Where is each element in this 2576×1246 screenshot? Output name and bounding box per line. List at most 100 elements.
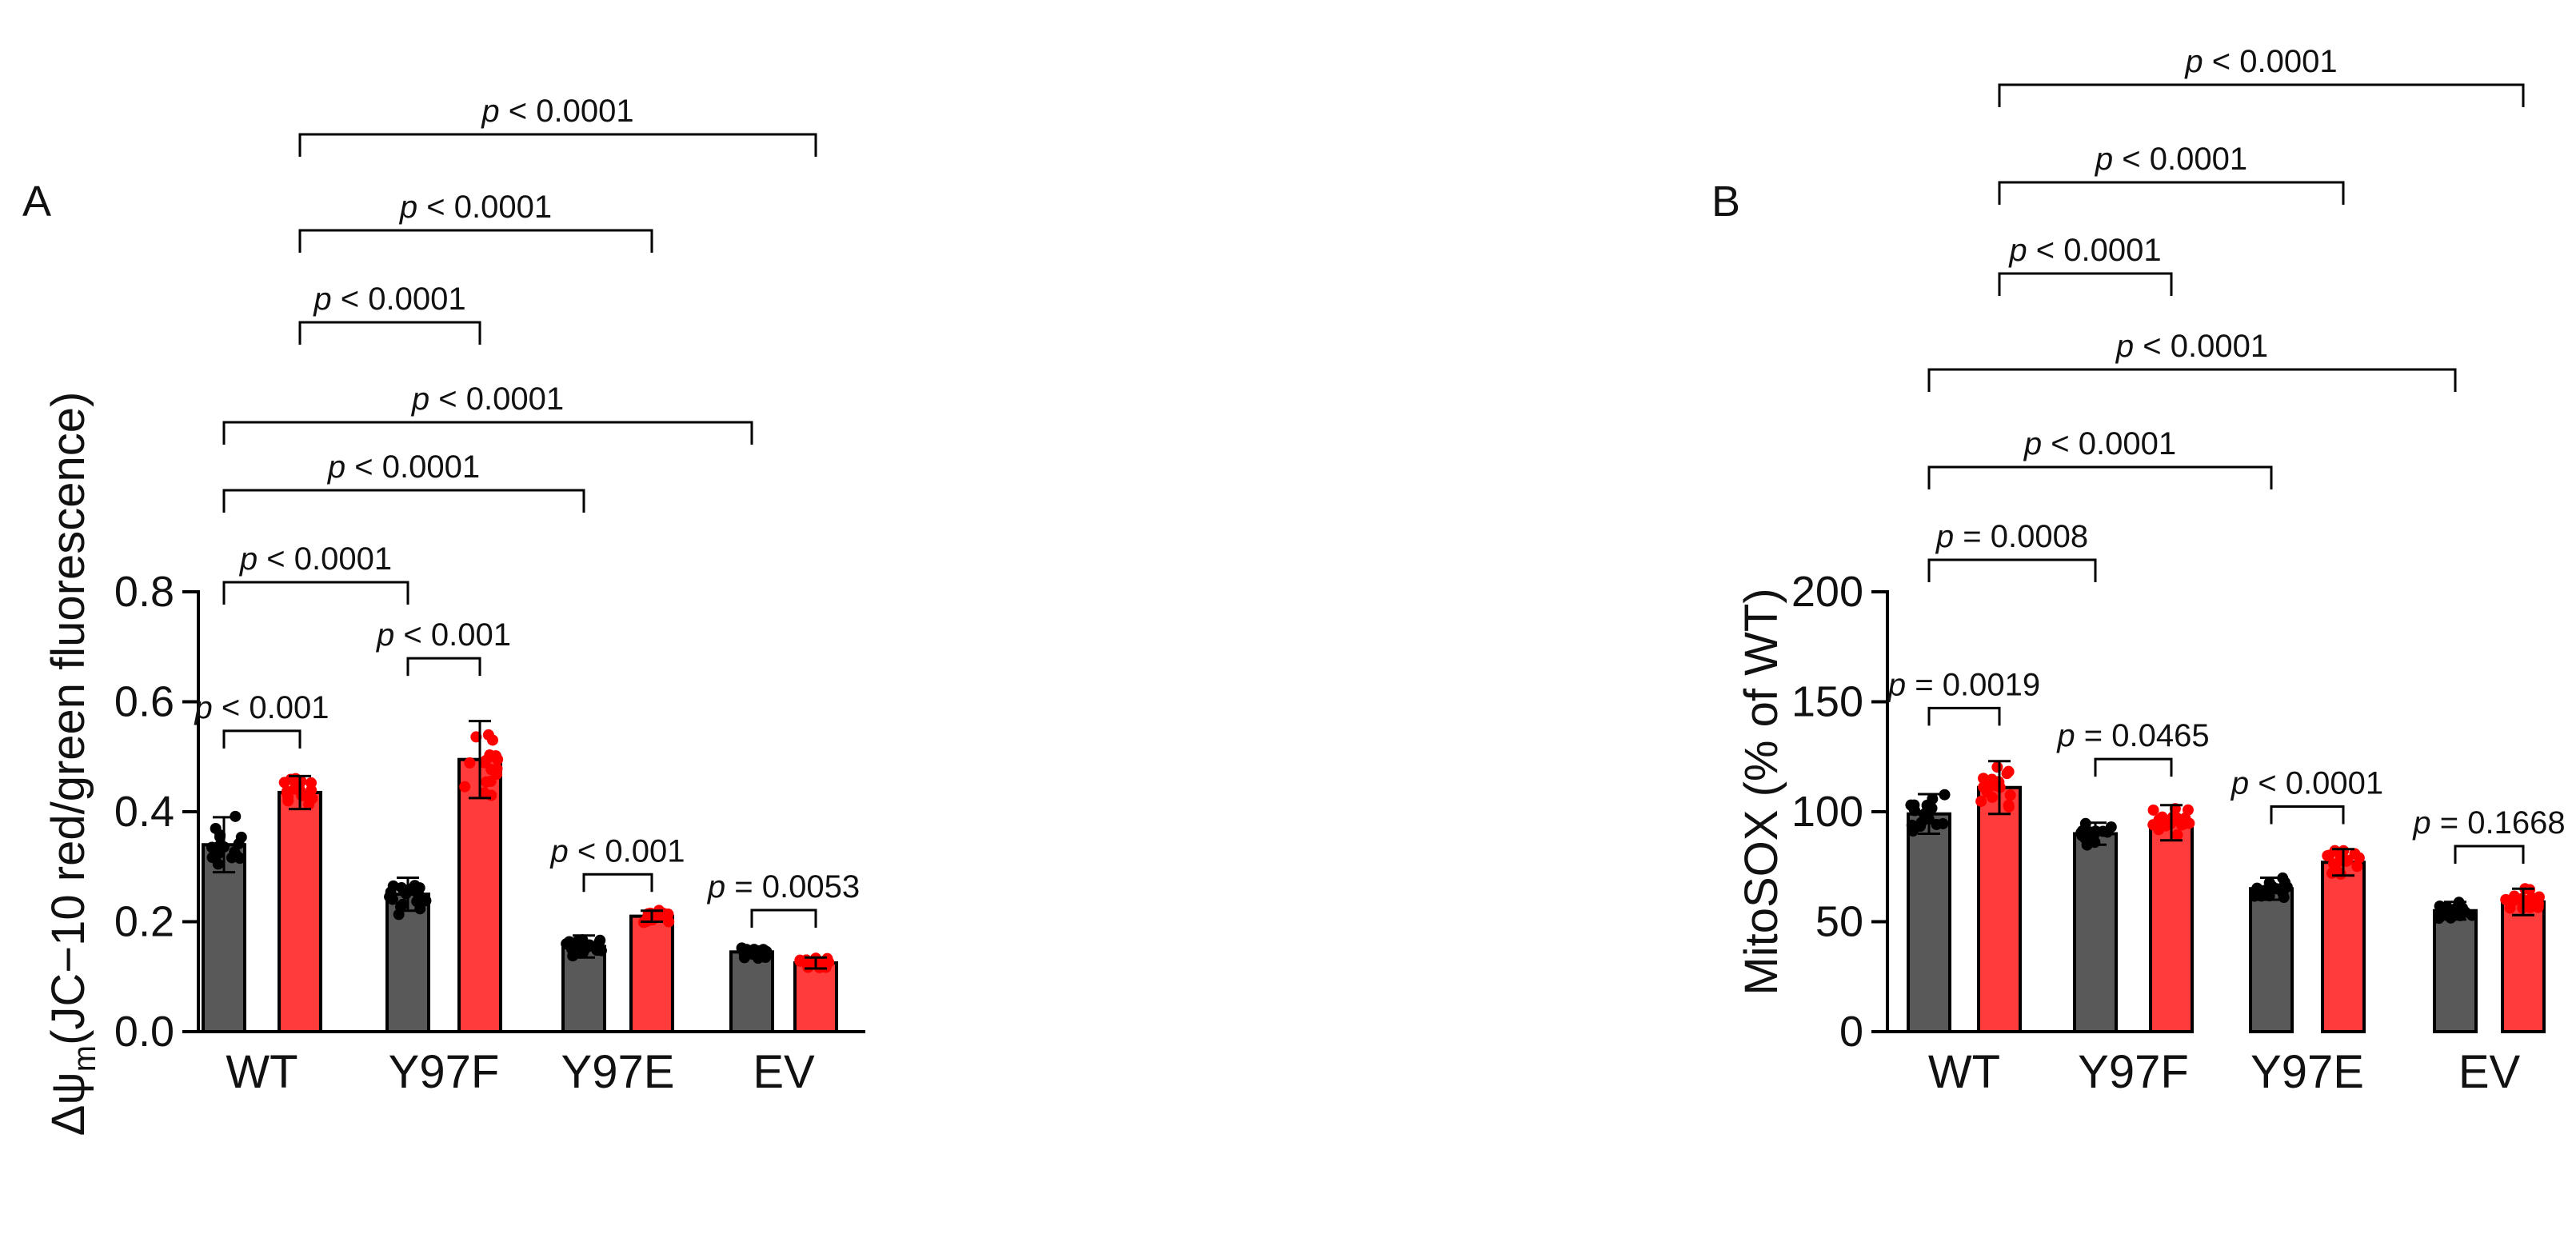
- y-tick-label: 150: [1791, 678, 1863, 726]
- significance-bracket: [298, 133, 817, 157]
- y-tick-label: 0.8: [114, 568, 174, 616]
- data-point: [2147, 819, 2159, 831]
- x-category-label: Y97F: [389, 1046, 500, 1098]
- data-point: [565, 943, 577, 955]
- data-point: [2147, 804, 2159, 816]
- bar: [729, 950, 774, 1033]
- data-point: [1907, 802, 1919, 814]
- data-point: [397, 898, 409, 910]
- data-point: [2003, 799, 2015, 811]
- data-point: [385, 886, 397, 898]
- bar: [457, 757, 502, 1033]
- p-value-label: p < 0.001: [194, 690, 329, 725]
- bar: [2249, 887, 2294, 1033]
- bar: [1907, 812, 1951, 1033]
- significance-bracket: [1927, 465, 2273, 489]
- panel-b-letter: B: [1711, 178, 1740, 226]
- data-point: [2445, 912, 2457, 924]
- significance-bracket: [2270, 805, 2345, 825]
- bar: [793, 961, 838, 1033]
- y-tick-label: 200: [1791, 568, 1863, 616]
- x-category-label: EV: [753, 1046, 815, 1098]
- data-point: [2003, 765, 2015, 777]
- data-point: [210, 822, 222, 834]
- data-point: [281, 785, 293, 797]
- significance-bracket: [2454, 845, 2525, 865]
- data-point: [2175, 819, 2187, 831]
- data-point: [2351, 861, 2363, 873]
- data-point: [1981, 786, 1993, 798]
- bar: [2073, 832, 2118, 1033]
- data-point: [2277, 872, 2289, 884]
- p-value-label: p < 0.0001: [2023, 426, 2176, 461]
- x-category-label: WT: [226, 1046, 298, 1098]
- significance-bracket: [1998, 181, 2345, 205]
- data-point: [1931, 818, 1943, 830]
- x-category-label: Y97F: [2078, 1046, 2189, 1098]
- data-point: [2327, 858, 2339, 870]
- significance-bracket: [750, 909, 817, 928]
- p-value-label: p < 0.001: [376, 617, 511, 653]
- p-value-label: p < 0.0001: [2184, 44, 2337, 79]
- y-tick-label: 50: [1815, 898, 1863, 946]
- data-point: [1915, 821, 1927, 833]
- data-point: [485, 775, 497, 787]
- p-value-label: p < 0.0001: [481, 94, 633, 129]
- x-category-label: Y97E: [561, 1046, 675, 1098]
- bar: [202, 843, 246, 1033]
- data-point: [420, 895, 432, 907]
- data-point: [2159, 820, 2171, 832]
- p-value-label: p < 0.0001: [399, 190, 552, 225]
- p-value-label: p < 0.0001: [2095, 142, 2247, 177]
- p-value-label: p < 0.0001: [2115, 329, 2268, 364]
- significance-bracket: [582, 873, 653, 893]
- significance-bracket: [222, 489, 585, 513]
- significance-bracket: [2094, 757, 2173, 777]
- data-point: [464, 757, 476, 769]
- significance-bracket: [222, 729, 302, 749]
- data-point: [480, 755, 492, 767]
- data-point: [663, 916, 675, 928]
- p-value-label: p < 0.0001: [239, 541, 392, 577]
- y-tick-label: 0.0: [114, 1008, 174, 1056]
- data-point: [487, 734, 499, 746]
- significance-bracket: [222, 421, 753, 445]
- significance-bracket: [1998, 272, 2173, 296]
- p-value-label: p = 0.0008: [1935, 519, 2088, 554]
- data-point: [282, 795, 294, 807]
- x-category-label: EV: [2458, 1046, 2521, 1098]
- p-value-label: p < 0.0001: [411, 381, 564, 417]
- significance-bracket: [406, 657, 481, 677]
- data-point: [2322, 849, 2334, 861]
- p-value-label: p = 0.0053: [707, 869, 860, 905]
- y-tick-label: 0: [1839, 1008, 1863, 1056]
- data-point: [233, 837, 245, 849]
- data-point: [302, 792, 314, 804]
- data-point: [489, 750, 501, 762]
- panel-a-y-axis-label: Δψm(JC−10 red/green fluorescence): [42, 392, 102, 1136]
- p-value-label: p < 0.0001: [2231, 766, 2383, 801]
- y-tick-label: 0.4: [114, 788, 174, 836]
- data-point: [794, 955, 806, 967]
- bar: [1977, 785, 2022, 1033]
- panel-a-chart: 0.0 0.2 0.4 0.6 0.8 WT Y97F Y97E EV p < 0.001 p < …: [114, 94, 865, 1098]
- p-value-label: p < 0.0001: [2008, 233, 2161, 268]
- bar: [2321, 861, 2366, 1033]
- data-point: [485, 789, 497, 801]
- data-point: [2078, 827, 2090, 839]
- data-point: [400, 888, 412, 900]
- p-value-label: p = 0.1668: [2412, 805, 2565, 841]
- significance-bracket: [222, 581, 409, 605]
- p-value-label: p < 0.001: [550, 833, 685, 869]
- data-point: [2500, 893, 2512, 905]
- data-point: [491, 763, 503, 775]
- y-tick-label: 100: [1791, 788, 1863, 836]
- data-point: [1978, 773, 1990, 785]
- data-point: [2277, 884, 2289, 896]
- data-point: [1991, 761, 2003, 773]
- data-point: [595, 944, 607, 956]
- data-point: [213, 841, 225, 853]
- data-point: [2504, 902, 2516, 914]
- significance-bracket: [1927, 558, 2097, 582]
- panel-a-letter: A: [22, 178, 51, 226]
